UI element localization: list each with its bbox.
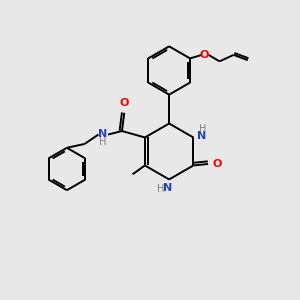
- Text: N: N: [163, 183, 172, 193]
- Text: O: O: [200, 50, 209, 60]
- Text: N: N: [197, 131, 206, 141]
- Text: O: O: [213, 159, 222, 169]
- Text: H: H: [99, 137, 106, 147]
- Text: N: N: [98, 129, 107, 139]
- Text: H: H: [157, 184, 165, 194]
- Text: O: O: [120, 98, 129, 108]
- Text: H: H: [200, 124, 207, 134]
